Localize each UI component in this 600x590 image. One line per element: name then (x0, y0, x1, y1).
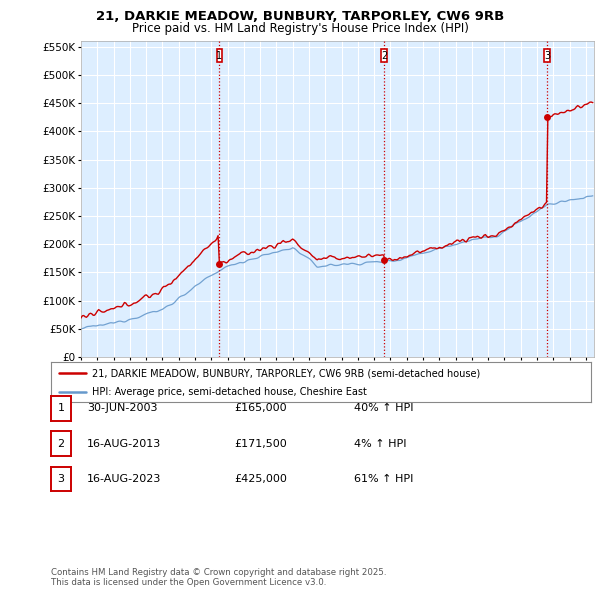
Text: 16-AUG-2013: 16-AUG-2013 (87, 439, 161, 448)
Text: 4% ↑ HPI: 4% ↑ HPI (354, 439, 407, 448)
Text: 1: 1 (217, 51, 223, 61)
Text: HPI: Average price, semi-detached house, Cheshire East: HPI: Average price, semi-detached house,… (91, 388, 367, 397)
Text: Contains HM Land Registry data © Crown copyright and database right 2025.
This d: Contains HM Land Registry data © Crown c… (51, 568, 386, 587)
Text: 3: 3 (58, 474, 64, 484)
Text: 21, DARKIE MEADOW, BUNBURY, TARPORLEY, CW6 9RB (semi-detached house): 21, DARKIE MEADOW, BUNBURY, TARPORLEY, C… (91, 369, 480, 379)
FancyBboxPatch shape (217, 50, 222, 62)
Text: 30-JUN-2003: 30-JUN-2003 (87, 404, 157, 413)
Text: 61% ↑ HPI: 61% ↑ HPI (354, 474, 413, 484)
Text: 40% ↑ HPI: 40% ↑ HPI (354, 404, 413, 413)
FancyBboxPatch shape (544, 50, 550, 62)
Text: £425,000: £425,000 (234, 474, 287, 484)
Text: Price paid vs. HM Land Registry's House Price Index (HPI): Price paid vs. HM Land Registry's House … (131, 22, 469, 35)
Text: 1: 1 (58, 404, 64, 413)
Text: 16-AUG-2023: 16-AUG-2023 (87, 474, 161, 484)
Text: 2: 2 (58, 439, 64, 448)
Text: 3: 3 (544, 51, 550, 61)
FancyBboxPatch shape (382, 50, 387, 62)
Text: £165,000: £165,000 (234, 404, 287, 413)
Text: £171,500: £171,500 (234, 439, 287, 448)
Text: 21, DARKIE MEADOW, BUNBURY, TARPORLEY, CW6 9RB: 21, DARKIE MEADOW, BUNBURY, TARPORLEY, C… (96, 10, 504, 23)
Text: 2: 2 (381, 51, 388, 61)
